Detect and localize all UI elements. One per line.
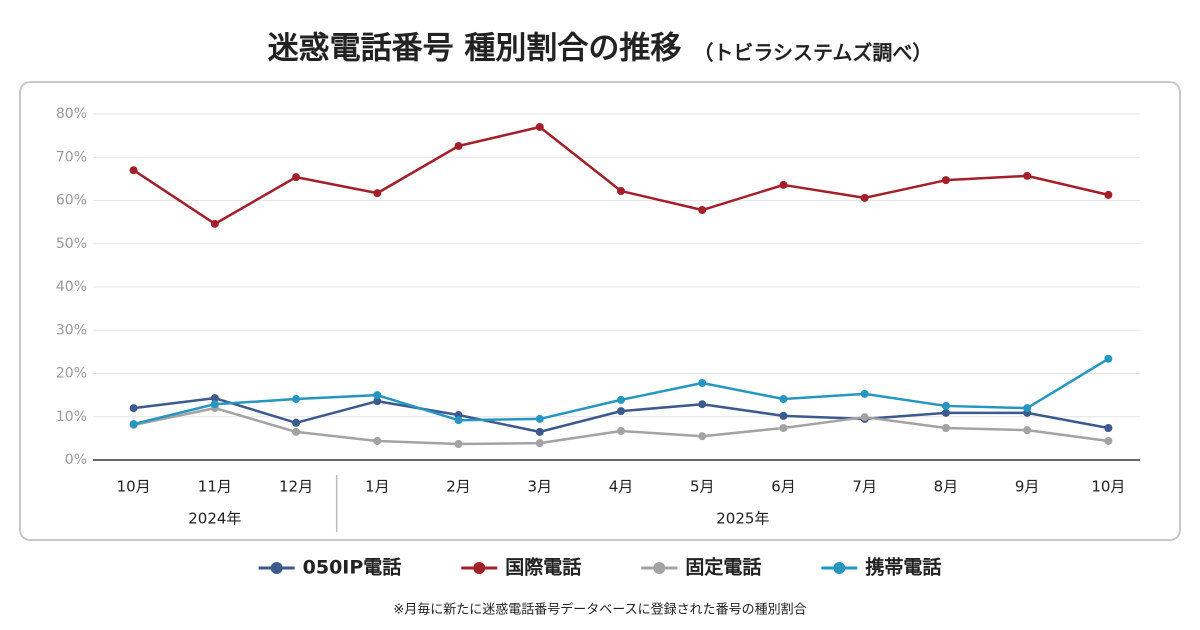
data-point (941, 401, 950, 410)
data-point (1023, 404, 1032, 413)
legend-label: 国際電話 (505, 556, 581, 579)
data-point (373, 189, 382, 198)
legend-marker (473, 562, 486, 574)
y-tick-label: 80% (56, 106, 87, 122)
data-point (860, 413, 869, 422)
y-tick-label: 50% (56, 236, 87, 252)
data-point (129, 166, 138, 175)
data-point (373, 397, 382, 406)
data-point (779, 411, 788, 420)
data-point (373, 391, 382, 400)
data-point (617, 427, 625, 436)
data-point (617, 407, 625, 416)
data-point (941, 176, 950, 185)
data-point (129, 404, 138, 413)
chart-subtitle: （トビラシステムズ調べ） (693, 41, 932, 65)
data-point (698, 206, 707, 215)
legend-marker (653, 562, 666, 574)
data-point (210, 400, 219, 409)
x-tick-label: 11月 (198, 478, 232, 496)
data-point (454, 416, 463, 425)
data-point (292, 427, 301, 436)
plot-frame (19, 81, 1181, 541)
x-tick-label: 3月 (527, 478, 552, 496)
data-point (941, 423, 950, 432)
x-tick-label: 1月 (365, 478, 390, 496)
x-tick-label: 7月 (852, 478, 877, 496)
legend-marker (270, 562, 283, 574)
x-tick-label: 5月 (690, 478, 715, 496)
data-point (860, 193, 869, 202)
y-tick-label: 70% (56, 149, 87, 165)
data-point (698, 432, 707, 441)
data-point (292, 418, 301, 427)
data-point (698, 400, 707, 409)
data-point (1104, 190, 1113, 199)
data-point (617, 395, 625, 404)
legend-label: 携帯電話 (865, 556, 941, 579)
x-group-label: 2025年 (716, 510, 769, 528)
legend-label: 050IP電話 (303, 557, 402, 579)
y-tick-label: 40% (56, 279, 87, 295)
y-tick-label: 30% (56, 322, 87, 338)
footnote: ※月毎に新たに迷惑電話番号データベースに登録された番号の種別割合 (393, 602, 806, 618)
data-point (454, 439, 463, 448)
y-tick-label: 20% (56, 366, 87, 382)
data-point (698, 379, 707, 388)
data-point (779, 395, 788, 404)
data-point (535, 439, 544, 448)
data-point (941, 408, 950, 417)
data-point (1023, 171, 1032, 180)
data-point (129, 420, 138, 429)
x-group-label: 2024年 (188, 510, 241, 528)
data-point (373, 436, 382, 445)
data-point (210, 394, 219, 403)
data-point (535, 414, 544, 423)
x-tick-label: 8月 (934, 478, 959, 496)
data-point (1104, 436, 1113, 445)
y-tick-label: 0% (65, 452, 87, 468)
legend-marker (833, 562, 846, 574)
legend-label: 固定電話 (685, 557, 761, 579)
data-point (860, 389, 869, 398)
x-tick-label: 12月 (279, 478, 313, 496)
data-point (1104, 423, 1113, 432)
chart-title: 迷惑電話番号 種別割合の推移 (268, 31, 682, 67)
data-point (535, 427, 544, 436)
data-point (210, 219, 219, 228)
data-point (779, 180, 788, 189)
y-tick-label: 10% (56, 409, 87, 425)
x-tick-label: 10月 (1091, 478, 1125, 496)
y-tick-label: 60% (56, 193, 87, 209)
data-point (292, 173, 301, 182)
data-point (292, 395, 301, 404)
x-tick-label: 6月 (771, 478, 796, 496)
data-point (535, 122, 544, 131)
data-point (779, 423, 788, 432)
data-point (454, 142, 463, 151)
data-point (1104, 354, 1113, 363)
x-tick-label: 2月 (446, 478, 471, 496)
x-tick-label: 10月 (117, 478, 151, 496)
x-tick-label: 4月 (609, 478, 634, 496)
data-point (1023, 426, 1032, 435)
data-point (617, 186, 625, 195)
x-tick-label: 9月 (1015, 478, 1040, 496)
